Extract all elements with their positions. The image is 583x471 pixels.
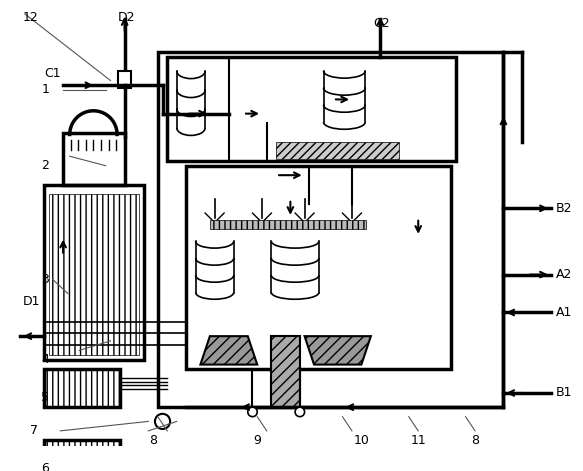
Circle shape — [248, 407, 257, 417]
Polygon shape — [201, 336, 257, 365]
Bar — [44, 185, 143, 360]
Bar — [167, 57, 456, 161]
Text: C1: C1 — [44, 67, 61, 81]
Text: 5: 5 — [41, 391, 50, 404]
Bar — [210, 219, 366, 229]
Text: 8: 8 — [149, 434, 157, 447]
Text: 8: 8 — [471, 434, 479, 447]
Text: D2: D2 — [118, 11, 135, 24]
Text: B1: B1 — [556, 387, 572, 399]
Text: 4: 4 — [41, 353, 49, 366]
Bar — [276, 142, 399, 159]
Text: 2: 2 — [41, 159, 49, 172]
Text: D1: D1 — [22, 295, 40, 308]
Bar — [158, 52, 504, 407]
Bar — [44, 440, 120, 471]
Text: 6: 6 — [41, 462, 49, 471]
Circle shape — [295, 407, 304, 417]
Bar — [272, 336, 300, 407]
Text: 12: 12 — [22, 11, 38, 24]
Text: 3: 3 — [41, 273, 49, 286]
Text: C2: C2 — [374, 17, 391, 30]
Bar — [118, 71, 131, 88]
Polygon shape — [304, 336, 371, 365]
Text: A2: A2 — [556, 268, 572, 281]
Bar — [63, 132, 125, 185]
Text: A1: A1 — [556, 306, 572, 319]
Circle shape — [155, 414, 170, 429]
Text: 10: 10 — [353, 434, 370, 447]
Bar — [44, 369, 120, 407]
Text: 11: 11 — [410, 434, 426, 447]
Bar — [186, 166, 451, 369]
Text: B2: B2 — [556, 202, 572, 215]
Text: 7: 7 — [30, 424, 38, 438]
Bar — [49, 194, 139, 355]
Text: 9: 9 — [253, 434, 261, 447]
Text: 1: 1 — [41, 83, 49, 97]
